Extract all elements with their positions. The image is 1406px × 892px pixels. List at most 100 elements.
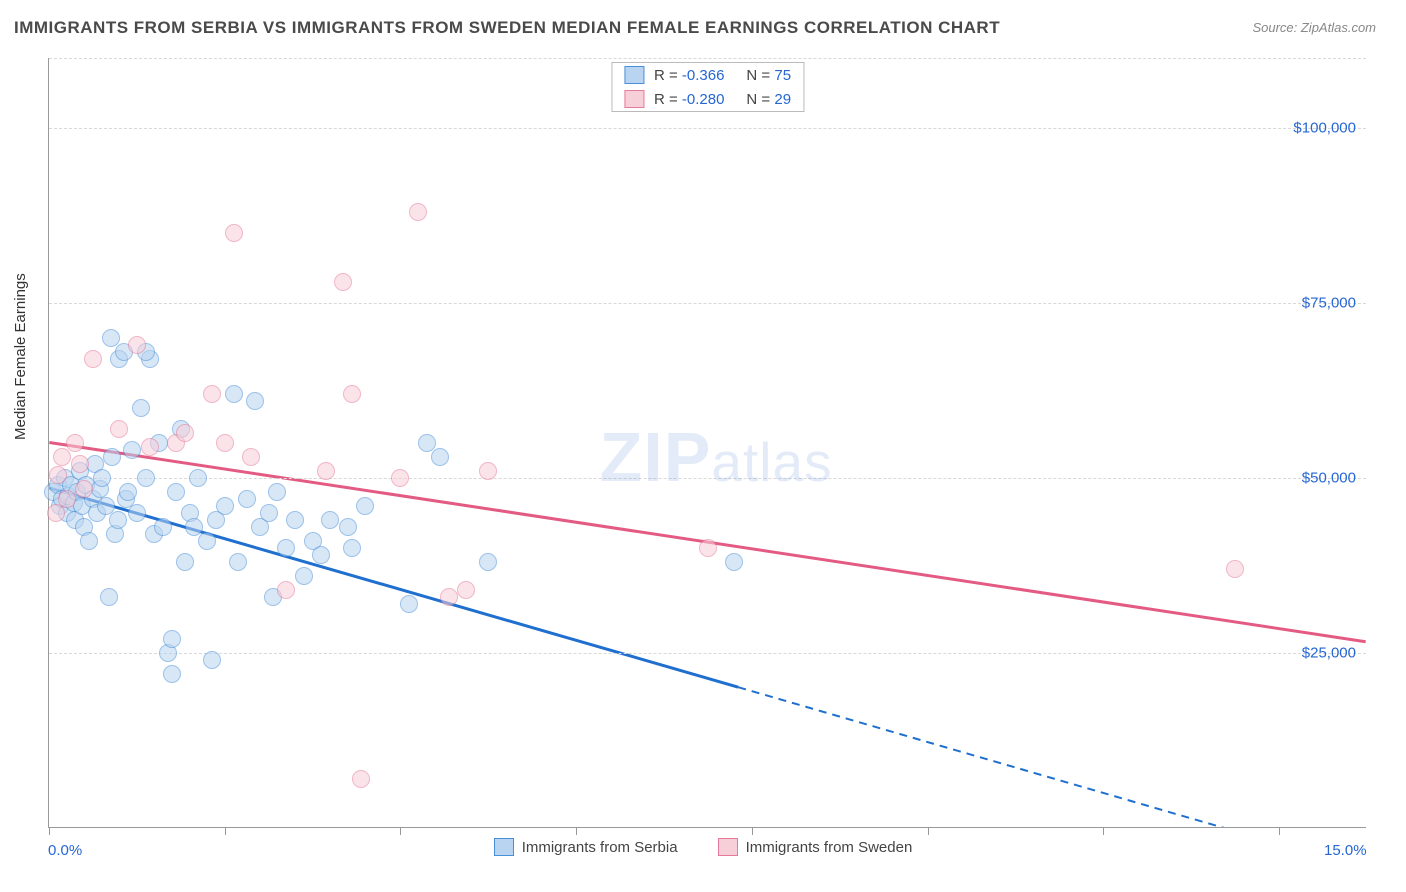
scatter-point — [110, 420, 128, 438]
x-tick — [752, 827, 753, 835]
scatter-point — [216, 434, 234, 452]
scatter-point — [100, 588, 118, 606]
scatter-point — [128, 504, 146, 522]
scatter-point — [317, 462, 335, 480]
x-tick — [400, 827, 401, 835]
scatter-point — [312, 546, 330, 564]
scatter-point — [216, 497, 234, 515]
scatter-point — [203, 385, 221, 403]
scatter-point — [246, 392, 264, 410]
correlation-row: R = -0.366 N = 75 — [612, 63, 803, 87]
source-attribution: Source: ZipAtlas.com — [1252, 20, 1376, 35]
legend-item: Immigrants from Sweden — [718, 838, 913, 856]
gridline — [49, 58, 1366, 59]
scatter-point — [286, 511, 304, 529]
scatter-point — [167, 483, 185, 501]
legend-label: Immigrants from Serbia — [522, 839, 678, 856]
x-tick-label: 0.0% — [48, 842, 82, 859]
gridline — [49, 303, 1366, 304]
scatter-point — [123, 441, 141, 459]
scatter-point — [66, 434, 84, 452]
scatter-point — [128, 336, 146, 354]
r-stat: R = -0.366 — [654, 67, 724, 84]
trend-line-extrapolated — [738, 687, 1365, 827]
scatter-point — [176, 424, 194, 442]
trend-lines-layer — [49, 58, 1366, 827]
scatter-point — [80, 532, 98, 550]
correlation-legend-box: R = -0.366 N = 75 R = -0.280 N = 29 — [611, 62, 804, 112]
gridline — [49, 128, 1366, 129]
scatter-point — [400, 595, 418, 613]
scatter-point — [84, 350, 102, 368]
scatter-point — [229, 553, 247, 571]
scatter-point — [334, 273, 352, 291]
scatter-point — [479, 553, 497, 571]
scatter-point — [119, 483, 137, 501]
y-axis-label: Median Female Earnings — [12, 273, 29, 440]
scatter-point — [198, 532, 216, 550]
scatter-point — [277, 539, 295, 557]
scatter-point — [352, 770, 370, 788]
x-tick — [928, 827, 929, 835]
scatter-point — [457, 581, 475, 599]
scatter-point — [699, 539, 717, 557]
r-stat: R = -0.280 — [654, 91, 724, 108]
x-tick — [49, 827, 50, 835]
y-tick-label: $75,000 — [1302, 295, 1356, 312]
legend-item: Immigrants from Serbia — [494, 838, 678, 856]
legend-label: Immigrants from Sweden — [746, 839, 913, 856]
legend-swatch — [494, 838, 514, 856]
scatter-point — [49, 466, 67, 484]
scatter-point — [295, 567, 313, 585]
scatter-point — [225, 385, 243, 403]
scatter-point — [225, 224, 243, 242]
scatter-point — [203, 651, 221, 669]
scatter-point — [356, 497, 374, 515]
scatter-point — [268, 483, 286, 501]
scatter-point — [409, 203, 427, 221]
x-tick — [1279, 827, 1280, 835]
scatter-point — [431, 448, 449, 466]
trend-line — [49, 488, 738, 687]
y-tick-label: $25,000 — [1302, 645, 1356, 662]
y-tick-label: $50,000 — [1302, 470, 1356, 487]
scatter-point — [343, 385, 361, 403]
scatter-point — [242, 448, 260, 466]
scatter-point — [440, 588, 458, 606]
series-legend: Immigrants from Serbia Immigrants from Sw… — [0, 838, 1406, 856]
scatter-point — [725, 553, 743, 571]
chart-title: IMMIGRANTS FROM SERBIA VS IMMIGRANTS FRO… — [14, 18, 1000, 38]
scatter-point — [93, 469, 111, 487]
scatter-point — [53, 448, 71, 466]
chart-plot-area: R = -0.366 N = 75 R = -0.280 N = 29 $25,000… — [48, 58, 1366, 828]
scatter-point — [238, 490, 256, 508]
watermark: ZIPatlas — [600, 417, 833, 497]
x-tick-label: 15.0% — [1324, 842, 1367, 859]
n-stat: N = 29 — [746, 91, 791, 108]
x-tick — [225, 827, 226, 835]
scatter-point — [163, 665, 181, 683]
n-stat: N = 75 — [746, 67, 791, 84]
x-tick — [1103, 827, 1104, 835]
scatter-point — [71, 455, 89, 473]
scatter-point — [137, 469, 155, 487]
scatter-point — [321, 511, 339, 529]
gridline — [49, 653, 1366, 654]
scatter-point — [58, 490, 76, 508]
scatter-point — [103, 448, 121, 466]
legend-swatch — [718, 838, 738, 856]
scatter-point — [163, 630, 181, 648]
scatter-point — [132, 399, 150, 417]
scatter-point — [154, 518, 172, 536]
scatter-point — [1226, 560, 1244, 578]
scatter-point — [75, 480, 93, 498]
scatter-point — [277, 581, 295, 599]
gridline — [49, 478, 1366, 479]
scatter-point — [339, 518, 357, 536]
scatter-point — [189, 469, 207, 487]
scatter-point — [109, 511, 127, 529]
scatter-point — [260, 504, 278, 522]
y-tick-label: $100,000 — [1293, 120, 1356, 137]
legend-swatch — [624, 66, 644, 84]
legend-swatch — [624, 90, 644, 108]
